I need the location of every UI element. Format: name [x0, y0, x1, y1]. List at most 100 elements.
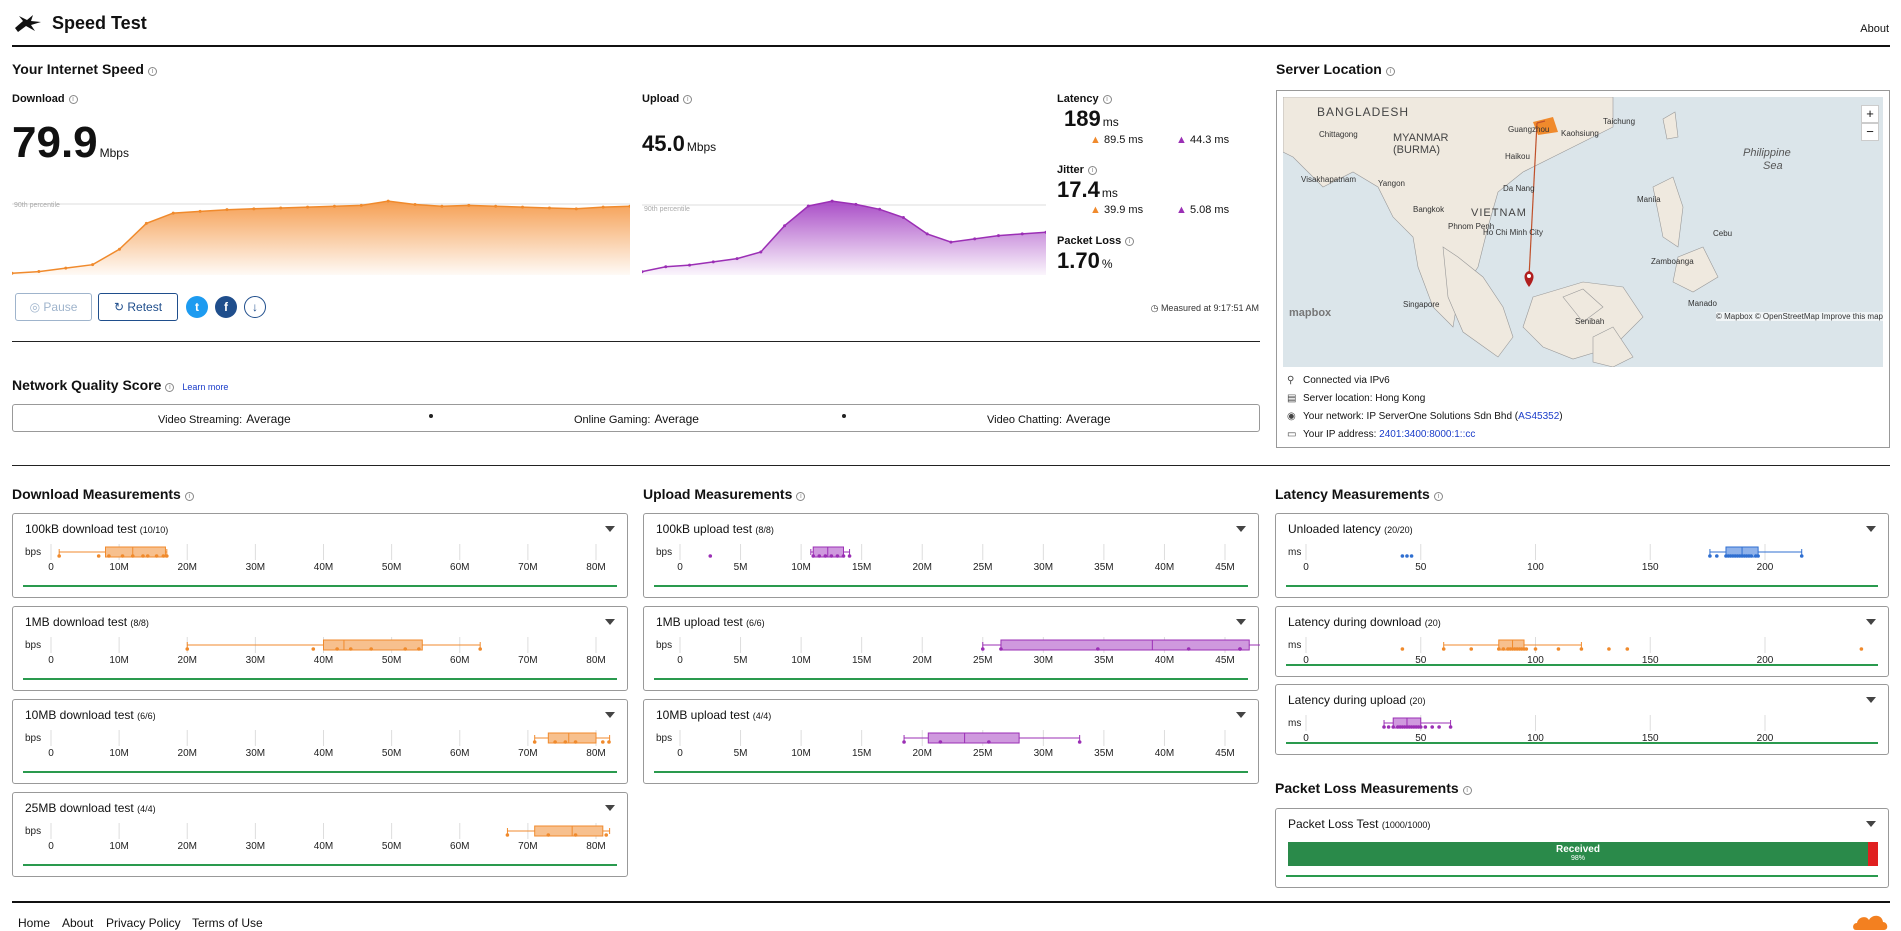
data-point	[835, 554, 840, 558]
data-point	[96, 554, 101, 558]
tick-label: 70M	[518, 841, 537, 852]
pause-button[interactable]: ◎ Pause	[15, 293, 92, 321]
info-icon[interactable]: i	[683, 95, 693, 104]
measurement-card[interactable]: 1MB download test (8/8) bps 0 10M 20M 30M 40M 5…	[12, 606, 628, 691]
data-point	[1496, 647, 1501, 651]
axis-unit: bps	[25, 640, 41, 651]
info-icon[interactable]: i	[1462, 786, 1472, 795]
data-point	[1400, 554, 1405, 558]
packet-loss-value: 1.70%	[1057, 248, 1113, 273]
map-city-manado: Manado	[1688, 299, 1717, 308]
packet-loss-test-title: Packet Loss Test (1000/1000)	[1288, 817, 1431, 831]
measurement-card[interactable]: 10MB upload test (4/4) bps 0 5M 10M 15M 20M 25M…	[643, 699, 1259, 784]
chevron-down-icon[interactable]	[1236, 526, 1246, 532]
tick-label: 60M	[450, 655, 469, 666]
data-point	[1400, 647, 1405, 651]
data-point	[1020, 232, 1024, 236]
learn-more-link[interactable]: Learn more	[182, 382, 229, 392]
map[interactable]: BANGLADESH MYANMAR (BURMA) VIETNAM Phili…	[1283, 97, 1883, 367]
data-point	[130, 554, 135, 558]
info-icon[interactable]: i	[1102, 95, 1112, 104]
chevron-down-icon[interactable]	[1866, 526, 1876, 532]
box-plot: bps 0 10M 20M 30M 40M 50M 60M 70M 80M	[25, 544, 606, 573]
tick-label: 70M	[518, 655, 537, 666]
retest-button[interactable]: ↻ Retest	[98, 293, 178, 321]
tick-label: 150	[1642, 562, 1659, 573]
download-value: 79.9 Mbps	[12, 118, 129, 167]
info-icon[interactable]: i	[165, 383, 175, 392]
facebook-icon[interactable]: f	[215, 296, 237, 318]
upload-percentile: 90th percentile	[644, 206, 690, 213]
info-icon[interactable]: i	[796, 492, 806, 501]
footer-privacy-link[interactable]: Privacy Policy	[106, 916, 181, 930]
tick-label: 40M	[1155, 748, 1174, 759]
data-point	[938, 740, 943, 744]
info-icon[interactable]: i	[1433, 492, 1443, 501]
download-icon[interactable]: ↓	[244, 296, 266, 318]
measurement-card-title: 1MB upload test (6/6)	[656, 615, 765, 629]
chevron-down-icon[interactable]	[1236, 619, 1246, 625]
measurement-card[interactable]: Latency during download (20) ms 0 50 100 150 2…	[1275, 606, 1889, 677]
packet-loss-card[interactable]: Packet Loss Test (1000/1000) Received 98…	[1275, 808, 1889, 888]
data-point	[996, 234, 1000, 238]
zoom-out-button[interactable]: −	[1861, 123, 1879, 141]
footer-about-link[interactable]: About	[62, 916, 94, 930]
measurement-card[interactable]: 100kB upload test (8/8) bps 0 5M 10M 15M 20M 25…	[643, 513, 1259, 598]
chevron-down-icon[interactable]	[605, 805, 615, 811]
map-city-phnompenh: Phnom Penh	[1448, 222, 1495, 231]
about-link[interactable]: About	[1860, 23, 1889, 35]
info-icon[interactable]: i	[184, 492, 194, 501]
info-icon[interactable]: i	[68, 95, 78, 104]
measurement-card[interactable]: Unloaded latency (20/20) ms 0 50 100 150 200	[1275, 513, 1889, 598]
data-point	[12, 271, 14, 275]
chevron-down-icon[interactable]	[1866, 821, 1876, 827]
tick-label: 150	[1642, 733, 1659, 744]
footer-home-link[interactable]: Home	[18, 916, 51, 930]
chevron-down-icon[interactable]	[605, 526, 615, 532]
quality-heading: Network Quality Score i Learn more	[12, 377, 229, 393]
as-link[interactable]: AS45352	[1518, 411, 1560, 422]
zoom-in-button[interactable]: +	[1861, 105, 1879, 123]
data-point	[467, 203, 471, 207]
chevron-down-icon[interactable]	[1236, 712, 1246, 718]
measurement-card-title: 1MB download test (8/8)	[25, 615, 149, 629]
data-point	[141, 554, 145, 558]
data-point	[546, 833, 551, 837]
data-point	[1625, 647, 1630, 651]
measured-time: ◷ Measured at 9:17:51 AM	[1150, 303, 1259, 313]
twitter-icon[interactable]: t	[186, 296, 208, 318]
measurement-card-title: Latency during download (20)	[1288, 615, 1441, 629]
axis-unit: bps	[656, 547, 672, 558]
tick-label: 60M	[450, 748, 469, 759]
info-icon[interactable]: i	[1087, 166, 1097, 175]
data-point	[57, 554, 61, 558]
map-city-guangzhou: Guangzhou	[1508, 125, 1550, 134]
chevron-down-icon[interactable]	[605, 712, 615, 718]
chevron-down-icon[interactable]	[1866, 619, 1876, 625]
measurement-card[interactable]: Latency during upload (20) ms 0 50 100 150 200	[1275, 684, 1889, 755]
info-icon[interactable]: i	[1385, 67, 1395, 76]
tick-label: 0	[1303, 655, 1309, 666]
data-point	[332, 204, 336, 208]
chevron-down-icon[interactable]	[1866, 697, 1876, 703]
footer-terms-link[interactable]: Terms of Use	[192, 916, 263, 930]
info-icon[interactable]: i	[1125, 237, 1135, 246]
tick-label: 40M	[314, 841, 333, 852]
ip-link[interactable]: 2401:3400:8000:1::cc	[1379, 429, 1476, 440]
info-icon[interactable]: i	[147, 67, 157, 76]
tick-label: 60M	[450, 841, 469, 852]
measurement-card[interactable]: 1MB upload test (6/6) bps 0 5M 10M 15M 20M 25M 3…	[643, 606, 1260, 691]
measurement-card[interactable]: 10MB download test (6/6) bps 0 10M 20M 30M 40M…	[12, 699, 628, 784]
measurement-card[interactable]: 100kB download test (10/10) bps 0 10M 20M 30M…	[12, 513, 628, 598]
tick-label: 0	[677, 748, 683, 759]
axis-unit: ms	[1288, 718, 1301, 729]
data-point	[902, 740, 906, 744]
tick-label: 45M	[1215, 562, 1234, 573]
map-credits[interactable]: © Mapbox © OpenStreetMap Improve this ma…	[1716, 312, 1883, 321]
data-point	[1441, 647, 1446, 651]
data-point	[642, 270, 644, 274]
chevron-down-icon[interactable]	[605, 619, 615, 625]
measurement-card[interactable]: 25MB download test (4/4) bps 0 10M 20M 30M 40M…	[12, 792, 628, 877]
data-point	[574, 207, 578, 211]
data-point	[403, 647, 408, 651]
